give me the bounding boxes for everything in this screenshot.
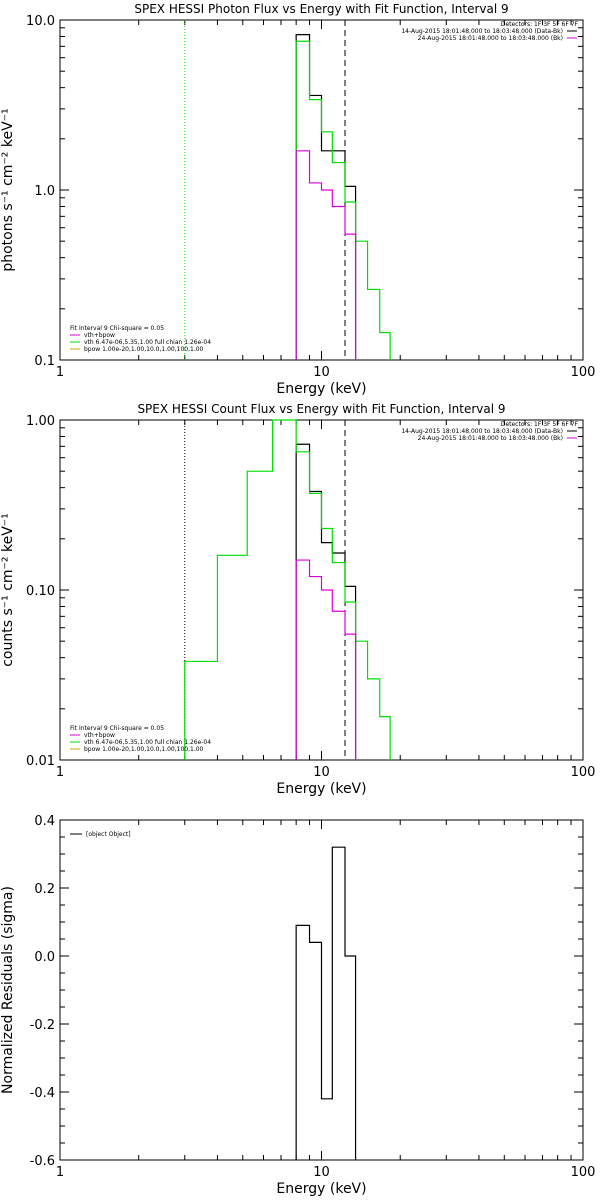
legend-entry: vth 6.47e-06,5.35,1.00 full chian 1.26e-… bbox=[84, 339, 211, 346]
legend-entry: 14-Aug-2015 18:01:48.000 to 18:03:48.000… bbox=[401, 428, 563, 435]
chart-panel-1: SPEX HESSI Photon Flux vs Energy with Fi… bbox=[0, 2, 595, 397]
x-axis-label: Energy (keV) bbox=[276, 1181, 366, 1197]
y-tick-label: 0.2 bbox=[34, 882, 55, 897]
legend-entry: 24-Aug-2015 18:01:48.000 to 18:03:48.000… bbox=[418, 435, 563, 442]
y-tick-label: 0.0 bbox=[34, 950, 55, 965]
chart-title: SPEX HESSI Count Flux vs Energy with Fit… bbox=[137, 402, 505, 416]
x-tick-label: 1 bbox=[56, 365, 64, 380]
y-tick-label: -0.6 bbox=[30, 1154, 55, 1169]
x-tick-label: 100 bbox=[571, 1165, 596, 1180]
legend-entry: Fit Interval 9 Chi-square = 0.05 bbox=[70, 325, 164, 332]
series-bk bbox=[295, 559, 357, 760]
x-tick-label: 10 bbox=[313, 765, 330, 780]
chart-panel-2: SPEX HESSI Count Flux vs Energy with Fit… bbox=[0, 402, 595, 797]
y-tick-label: 0.4 bbox=[34, 814, 55, 829]
y-axis-label: Normalized Residuals (sigma) bbox=[0, 886, 16, 1094]
y-axis-label: photons s⁻¹ cm⁻² keV⁻¹ bbox=[0, 108, 16, 271]
series-vth bbox=[295, 40, 391, 360]
legend-entry: vth+bpow bbox=[84, 732, 115, 739]
y-tick-label: 0.1 bbox=[34, 354, 55, 369]
detectors-label: Detectors: 1F 3F 5F 6F 7F bbox=[501, 421, 579, 428]
x-tick-label: 100 bbox=[571, 765, 596, 780]
legend-entry: 24-Aug-2015 18:01:48.000 to 18:03:48.000… bbox=[418, 35, 563, 42]
x-axis-label: Energy (keV) bbox=[276, 781, 366, 797]
y-tick-label: 0.10 bbox=[26, 584, 55, 599]
y-tick-label: 0.01 bbox=[26, 754, 55, 769]
x-axis-label: Energy (keV) bbox=[276, 381, 366, 397]
legend-entry: bpow 1.00e-20,1.00,10.0,1.00,100,1.00 bbox=[84, 746, 204, 753]
y-tick-label: 10.0 bbox=[26, 14, 55, 29]
chart-title: SPEX HESSI Photon Flux vs Energy with Fi… bbox=[134, 2, 508, 16]
detectors-label: Detectors: 1F 3F 5F 6F 7F bbox=[501, 21, 579, 28]
y-axis-label: counts s⁻¹ cm⁻² keV⁻¹ bbox=[0, 513, 16, 667]
chart-panel-3: 1 10 100 Energy (keV) -0.6 -0.4 -0.2 0.0 0.2 0.4 N… bbox=[0, 814, 595, 1197]
legend-entry: Fit Interval 9 Chi-square = 0.05 bbox=[70, 725, 164, 732]
y-tick-label: 1.0 bbox=[34, 184, 55, 199]
y-tick-label: -0.4 bbox=[30, 1086, 55, 1101]
y-tick-label: 1.00 bbox=[26, 414, 55, 429]
x-tick-label: 10 bbox=[313, 1165, 330, 1180]
legend-entry: vth 6.47e-06,5.35,1.00 full chian 1.26e-… bbox=[84, 739, 211, 746]
series-data-bk bbox=[295, 443, 357, 760]
x-tick-label: 1 bbox=[56, 1165, 64, 1180]
series-bk bbox=[295, 150, 357, 360]
series-residuals bbox=[295, 846, 357, 1160]
legend-entry: [object Object] bbox=[86, 831, 131, 838]
x-tick-label: 100 bbox=[571, 365, 596, 380]
legend-entry: bpow 1.00e-20,1.00,10.0,1.00,100,1.00 bbox=[84, 346, 204, 353]
series-vth bbox=[184, 419, 391, 760]
legend-entry: 14-Aug-2015 18:01:48.000 to 18:03:48.000… bbox=[401, 28, 563, 35]
y-tick-label: -0.2 bbox=[30, 1018, 55, 1033]
legend-entry: vth+bpow bbox=[84, 332, 115, 339]
x-tick-label: 10 bbox=[313, 365, 330, 380]
series-data-bk bbox=[295, 34, 357, 360]
x-tick-label: 1 bbox=[56, 765, 64, 780]
